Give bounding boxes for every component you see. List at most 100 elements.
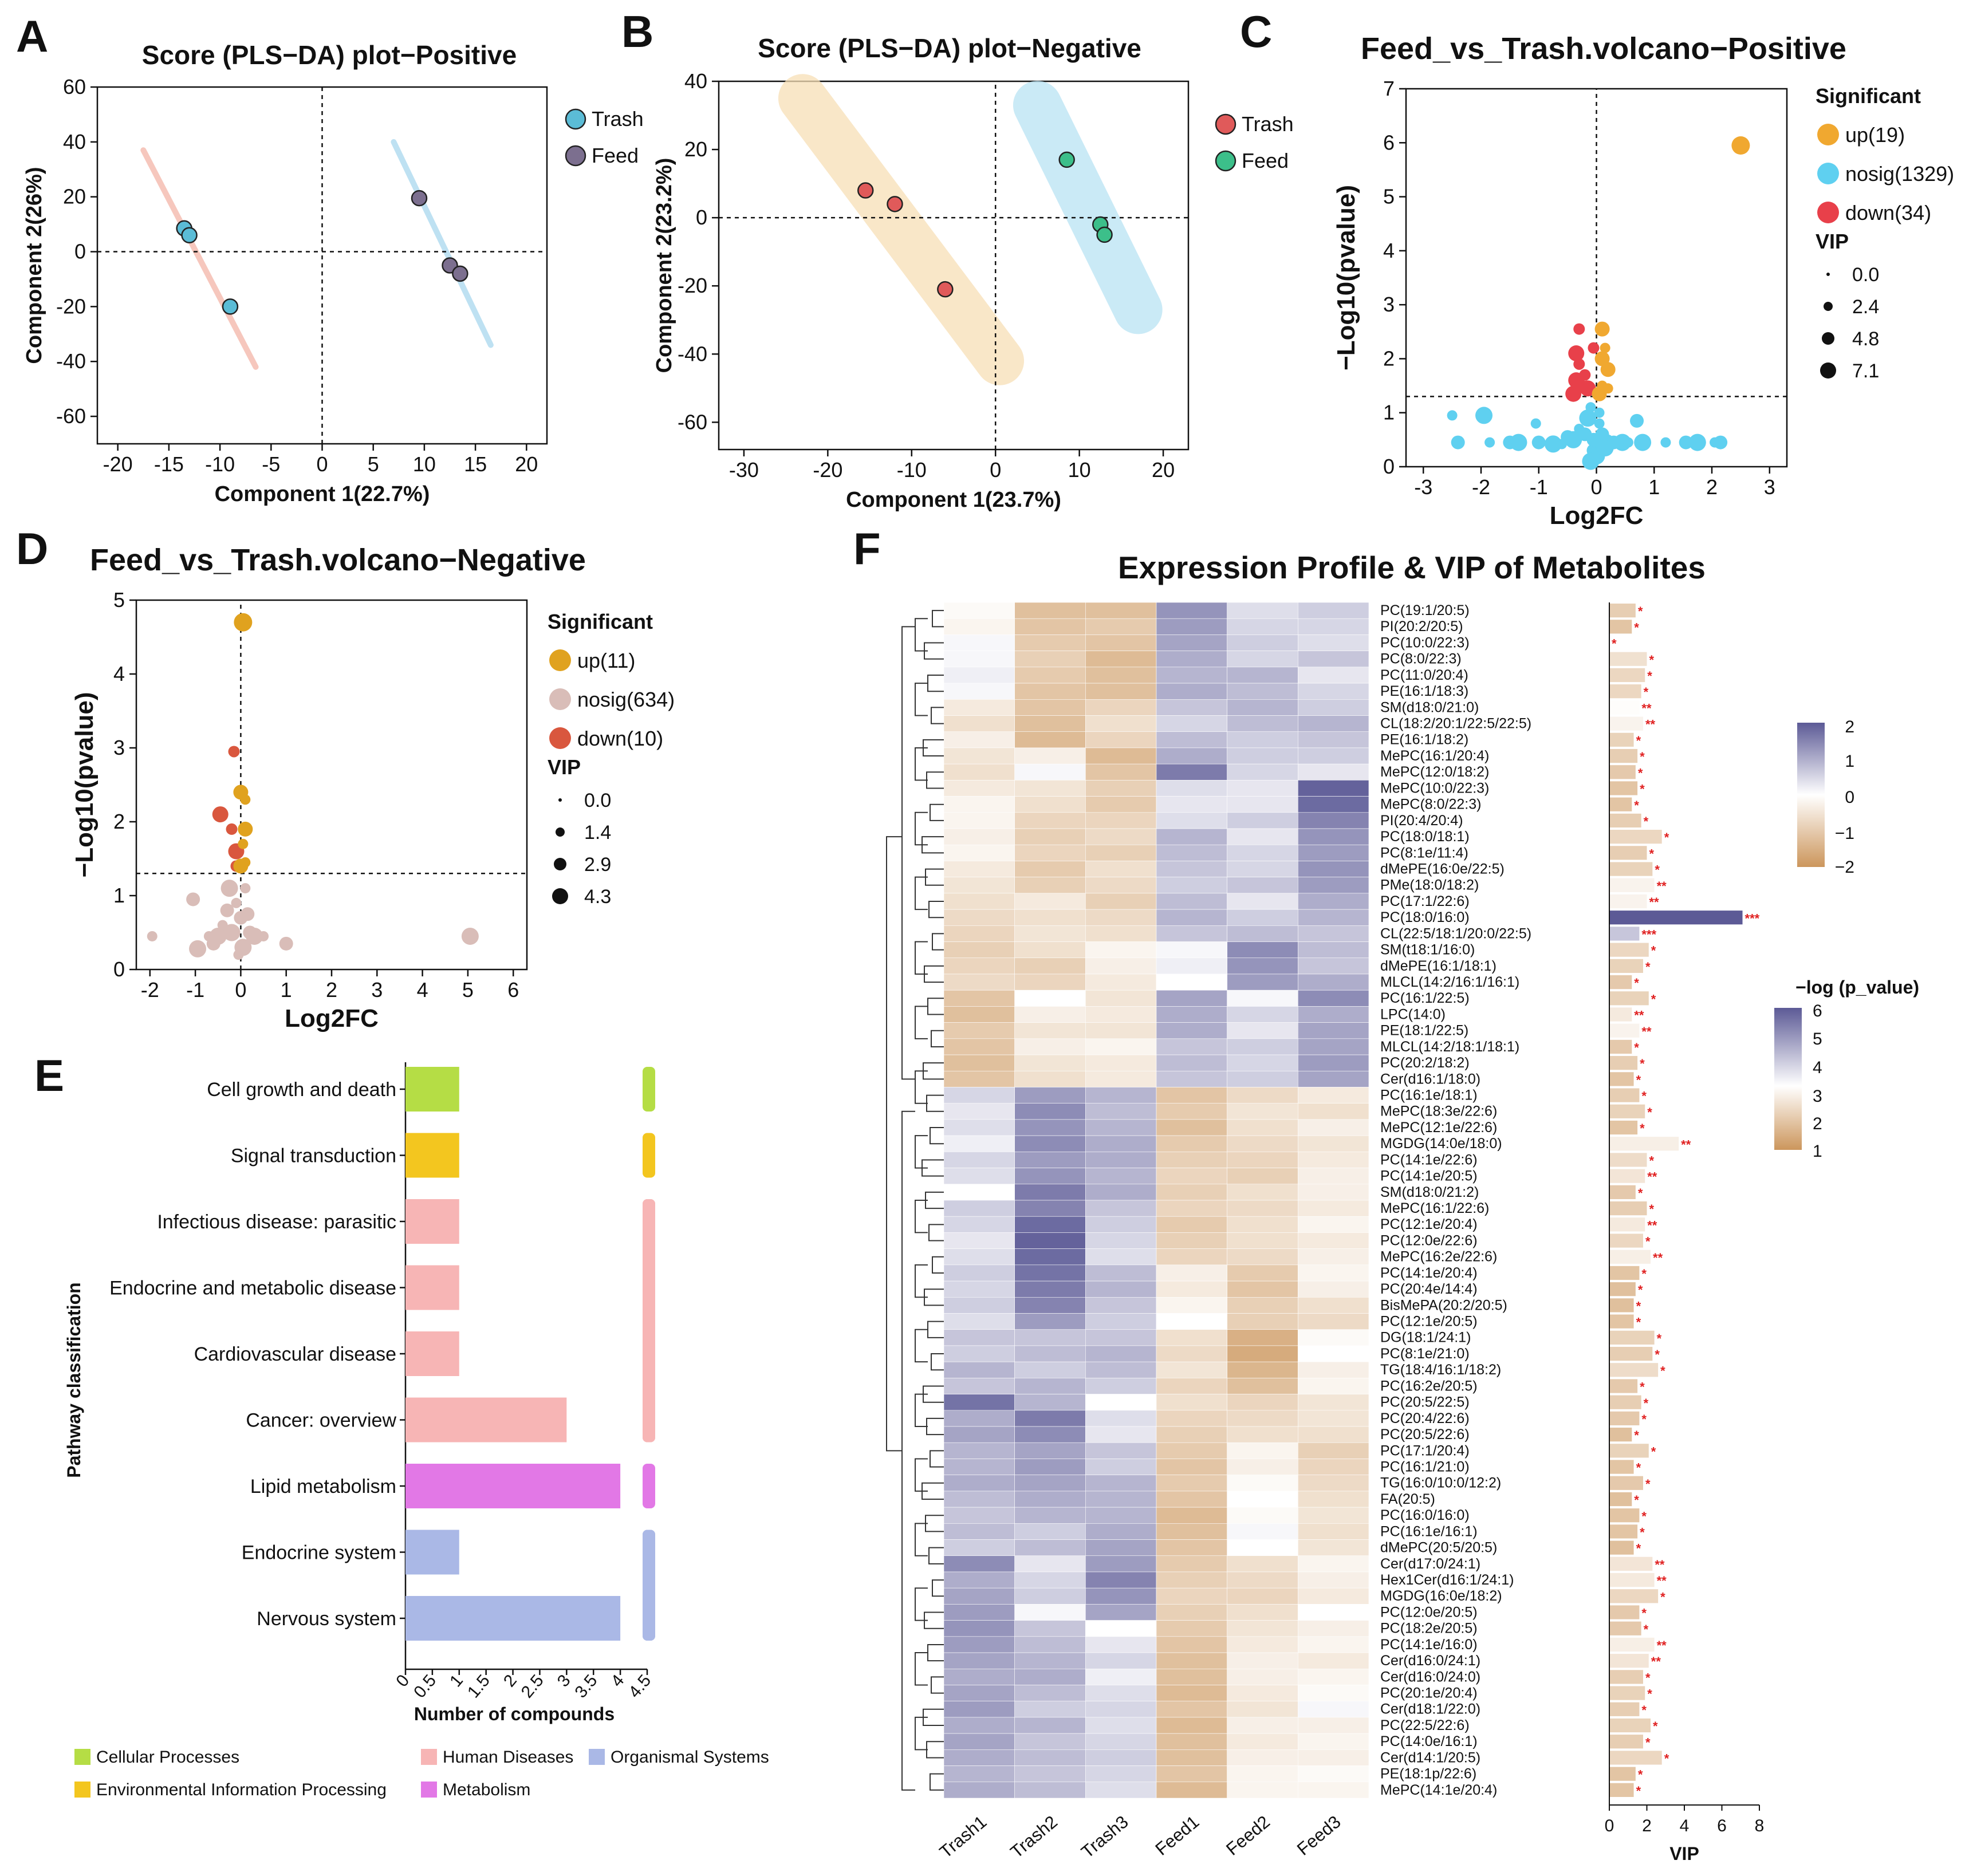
vip-bar bbox=[1609, 620, 1632, 634]
x-tick-label: 0.5 bbox=[410, 1671, 440, 1701]
vip-size-label: 4.8 bbox=[1852, 328, 1879, 350]
heat-cell bbox=[1156, 844, 1227, 861]
heat-cell bbox=[1014, 957, 1086, 975]
bar bbox=[405, 1331, 459, 1376]
legend-title: Significant bbox=[548, 610, 653, 633]
dendrogram-branch bbox=[915, 1523, 928, 1556]
nosig-point bbox=[241, 907, 255, 921]
heat-cell bbox=[943, 1442, 1015, 1459]
vip-bar bbox=[1609, 797, 1632, 811]
heat-cell bbox=[1014, 1248, 1086, 1266]
heat-cell bbox=[1156, 812, 1227, 829]
heat-cell bbox=[1014, 1296, 1086, 1314]
vip-bar bbox=[1609, 1039, 1632, 1054]
heat-cell bbox=[1227, 1152, 1298, 1168]
heat-cell bbox=[1227, 990, 1298, 1007]
heat-cell bbox=[1298, 877, 1369, 894]
score-point bbox=[222, 298, 239, 315]
x-tick-label: -2 bbox=[141, 978, 159, 1002]
nosig-point bbox=[1582, 452, 1600, 470]
category-label: Endocrine system bbox=[242, 1542, 396, 1564]
heat-cell bbox=[1156, 651, 1227, 668]
heat-cell bbox=[943, 1475, 1015, 1492]
nosig-point bbox=[1531, 435, 1546, 450]
heat-cell bbox=[943, 1054, 1015, 1071]
heat-cell bbox=[1227, 974, 1298, 991]
significance-stars: * bbox=[1636, 1542, 1641, 1556]
significance-stars: * bbox=[1640, 1121, 1645, 1136]
bar bbox=[405, 1464, 621, 1508]
pvalue-legend-title: −log (p_value) bbox=[1795, 977, 1919, 998]
heat-cell bbox=[1085, 812, 1157, 829]
heat-cell bbox=[1085, 957, 1157, 975]
row-label: PC(18:2e/20:5) bbox=[1380, 1621, 1478, 1637]
legend-swatch bbox=[1817, 202, 1839, 223]
significance-stars: * bbox=[1636, 1315, 1641, 1330]
heat-cell bbox=[1156, 1070, 1227, 1087]
heat-cell bbox=[1156, 1782, 1227, 1799]
significance-stars: * bbox=[1641, 1412, 1647, 1426]
row-label: PE(16:1/18:3) bbox=[1380, 683, 1468, 699]
legend-swatch bbox=[1817, 163, 1839, 184]
row-label: MePC(16:1/22:6) bbox=[1380, 1200, 1489, 1216]
nosig-point bbox=[1475, 407, 1493, 424]
heat-cell bbox=[1014, 1006, 1086, 1023]
category-label: Lipid metabolism bbox=[250, 1476, 396, 1497]
vip-bar bbox=[1609, 1233, 1643, 1248]
vip-bar bbox=[1609, 1540, 1634, 1555]
heat-cell bbox=[1156, 1264, 1227, 1282]
heat-cell bbox=[1298, 1264, 1369, 1282]
dendrogram-branch bbox=[915, 1329, 928, 1363]
heat-cell bbox=[1298, 1361, 1369, 1378]
heat-cell bbox=[1156, 1232, 1227, 1249]
pvalue-scale-label: 2 bbox=[1813, 1114, 1822, 1133]
heat-cell bbox=[943, 1459, 1015, 1475]
significance-stars: * bbox=[1636, 1299, 1641, 1313]
heat-cell bbox=[943, 1022, 1015, 1039]
heat-cell bbox=[1298, 957, 1369, 975]
legend-label: up(19) bbox=[1845, 123, 1905, 147]
significance-stars: * bbox=[1653, 1719, 1658, 1733]
row-label: MLCL(14:2/18:1/18:1) bbox=[1380, 1039, 1519, 1055]
heat-cell bbox=[1085, 844, 1157, 861]
heat-cell bbox=[1085, 602, 1157, 619]
significance-stars: * bbox=[1612, 637, 1617, 651]
heat-cell bbox=[1227, 1539, 1298, 1556]
x-tick-label: 5 bbox=[462, 978, 474, 1002]
legend-swatch bbox=[1215, 113, 1236, 135]
row-label: Cer(d17:0/24:1) bbox=[1380, 1556, 1480, 1572]
dendrogram-branch bbox=[915, 683, 928, 716]
heat-cell bbox=[1085, 1248, 1157, 1266]
heat-cell bbox=[1014, 1216, 1086, 1233]
heat-cell bbox=[943, 812, 1015, 829]
x-axis-label: Component 1(23.7%) bbox=[846, 488, 1061, 512]
nosig-point bbox=[1586, 432, 1601, 447]
row-label: PC(14:1e/20:4) bbox=[1380, 1265, 1478, 1281]
pvalue-scale-label: 6 bbox=[1813, 1002, 1822, 1020]
nosig-point bbox=[279, 936, 293, 951]
heat-cell bbox=[1014, 1668, 1086, 1685]
heat-cell bbox=[1298, 1701, 1369, 1718]
x-tick-label: -1 bbox=[1530, 475, 1548, 499]
significance-stars: * bbox=[1641, 1509, 1647, 1523]
heat-cell bbox=[1014, 1038, 1086, 1055]
vip-bar bbox=[1609, 1783, 1634, 1797]
heat-cell bbox=[943, 1152, 1015, 1168]
x-tick-label: -5 bbox=[262, 452, 280, 476]
heat-cell bbox=[1014, 618, 1086, 635]
class-strip-merged bbox=[643, 1530, 655, 1641]
vip-bar bbox=[1609, 1572, 1655, 1587]
heat-cell bbox=[943, 1135, 1015, 1152]
row-label: MePC(16:1/20:4) bbox=[1380, 748, 1489, 764]
heat-cell bbox=[943, 1394, 1015, 1411]
up-point bbox=[240, 794, 251, 805]
heat-cell bbox=[1085, 715, 1157, 732]
heat-cell bbox=[1014, 1652, 1086, 1669]
row-label: PC(14:0e/16:1) bbox=[1380, 1733, 1478, 1749]
heat-cell bbox=[1298, 618, 1369, 635]
heat-cell bbox=[1227, 1264, 1298, 1282]
dendrogram-branch bbox=[926, 771, 944, 789]
significance-stars: ** bbox=[1634, 1008, 1644, 1023]
row-label: Cer(d16:0/24:1) bbox=[1380, 1653, 1480, 1669]
nosig-point bbox=[1688, 433, 1706, 451]
